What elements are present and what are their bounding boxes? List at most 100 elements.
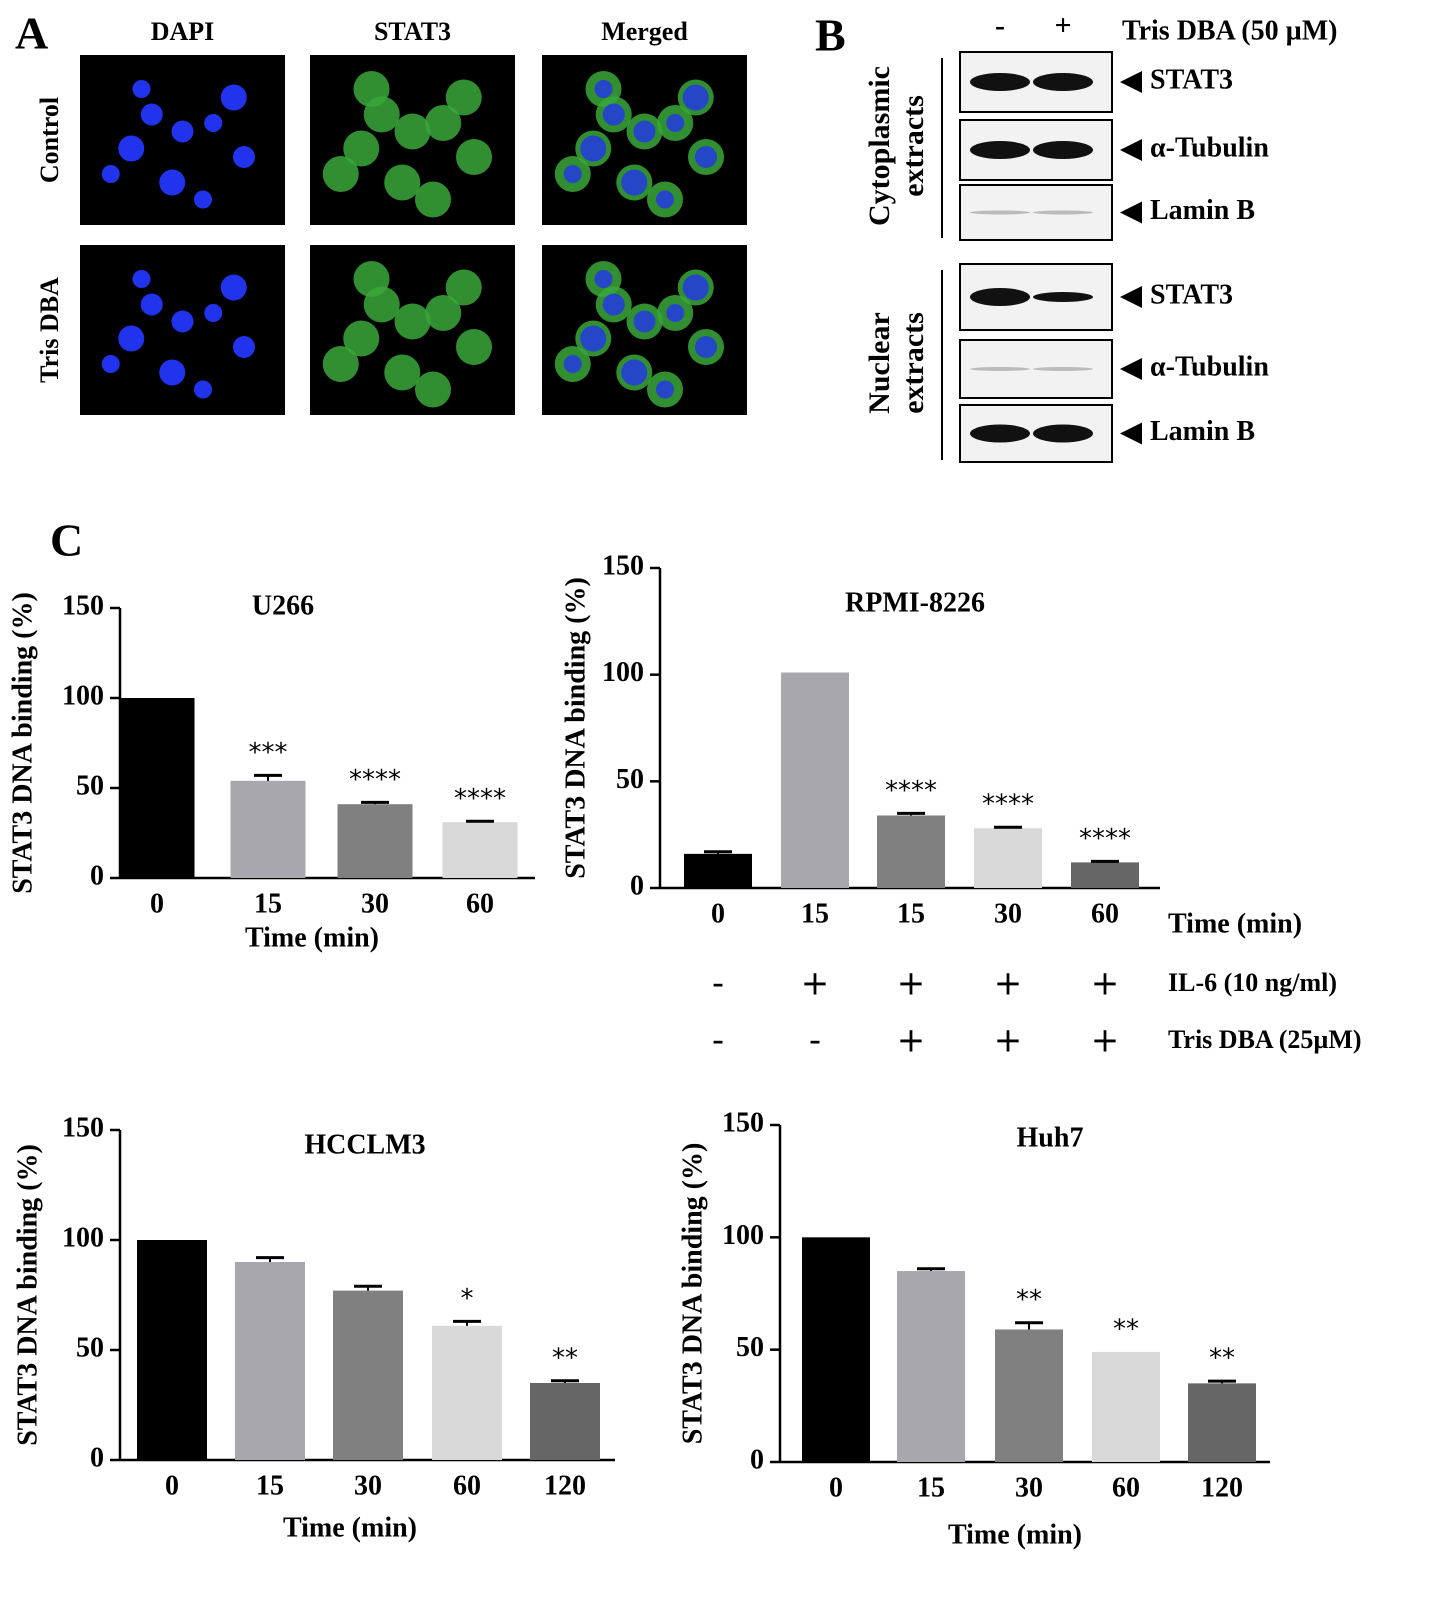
x-tick-label: 15 bbox=[897, 898, 925, 929]
cell bbox=[445, 79, 482, 116]
x-tick-label: 120 bbox=[544, 1470, 586, 1501]
band bbox=[970, 424, 1030, 443]
chart-title: Huh7 bbox=[1017, 1122, 1084, 1153]
band bbox=[1033, 292, 1093, 302]
nucleus bbox=[140, 293, 163, 316]
x-tick-label: 0 bbox=[150, 888, 164, 919]
nucleus bbox=[580, 325, 607, 352]
y-tick-label: 150 bbox=[62, 1112, 104, 1143]
cell bbox=[394, 303, 431, 340]
arrowhead bbox=[1120, 422, 1142, 445]
cell bbox=[384, 164, 421, 201]
y-tick-label: 50 bbox=[76, 1332, 104, 1363]
significance: **** bbox=[982, 790, 1034, 820]
nucleus bbox=[656, 380, 674, 399]
y-tick-label: 100 bbox=[62, 1222, 104, 1253]
group-label: extracts bbox=[897, 95, 930, 197]
condition-sign: + bbox=[994, 964, 1023, 1004]
nucleus bbox=[656, 190, 674, 209]
nucleus bbox=[563, 165, 582, 183]
cell bbox=[456, 329, 492, 365]
bar bbox=[802, 1237, 870, 1462]
x-axis-label: Time (min) bbox=[948, 1519, 1082, 1550]
arrowhead bbox=[1120, 139, 1142, 161]
cell bbox=[415, 371, 451, 408]
condition-sign: - bbox=[712, 964, 724, 1004]
x-tick-label: 30 bbox=[994, 898, 1022, 929]
arrowhead bbox=[1120, 71, 1142, 93]
x-tick-label: 30 bbox=[1015, 1472, 1043, 1503]
chart-title: RPMI-8226 bbox=[845, 587, 985, 618]
band bbox=[970, 367, 1030, 371]
cell bbox=[394, 113, 431, 150]
cell bbox=[322, 346, 359, 382]
nucleus bbox=[171, 120, 194, 143]
x-tick-label: 120 bbox=[1201, 1472, 1243, 1503]
band bbox=[1033, 141, 1093, 159]
group-label: Nuclear bbox=[863, 312, 896, 414]
x-tick-label: 0 bbox=[829, 1472, 843, 1503]
arrowhead bbox=[1120, 286, 1142, 308]
bar bbox=[781, 672, 849, 888]
treatment-label: Tris DBA (50 µM) bbox=[1122, 15, 1337, 46]
bar bbox=[337, 804, 413, 878]
nucleus bbox=[220, 84, 247, 111]
y-tick-label: 0 bbox=[90, 860, 104, 891]
band bbox=[1033, 210, 1093, 215]
nucleus bbox=[118, 135, 145, 162]
y-tick-label: 50 bbox=[76, 770, 104, 801]
nucleus bbox=[132, 80, 151, 98]
nucleus bbox=[682, 84, 709, 111]
condition-label: Tris DBA (25µM) bbox=[1168, 1025, 1362, 1054]
nucleus bbox=[159, 169, 186, 196]
condition-sign: + bbox=[801, 964, 830, 1004]
y-tick-label: 150 bbox=[62, 590, 104, 621]
y-axis-label: STAT3 DNA binding (%) bbox=[677, 1143, 708, 1445]
cell bbox=[415, 181, 451, 218]
y-tick-label: 100 bbox=[62, 680, 104, 711]
x-tick-label: 15 bbox=[801, 898, 829, 929]
bar bbox=[684, 853, 752, 888]
cell bbox=[363, 286, 400, 323]
nucleus bbox=[695, 336, 717, 358]
cell bbox=[363, 96, 400, 133]
nucleus bbox=[204, 304, 223, 322]
significance: **** bbox=[1079, 824, 1131, 854]
y-tick-label: 0 bbox=[630, 870, 644, 901]
band bbox=[970, 210, 1030, 215]
x-axis-label: Time (min) bbox=[283, 1512, 417, 1543]
column-label: DAPI bbox=[151, 17, 215, 46]
y-axis-label: STAT3 DNA binding (%) bbox=[7, 592, 38, 894]
bar bbox=[1071, 862, 1139, 888]
band-label: α-Tubulin bbox=[1150, 351, 1269, 382]
band-label: STAT3 bbox=[1150, 279, 1233, 310]
y-tick-label: 0 bbox=[750, 1444, 764, 1475]
band bbox=[1033, 424, 1093, 443]
nucleus bbox=[233, 336, 255, 358]
bar bbox=[442, 822, 518, 878]
nucleus bbox=[580, 135, 607, 162]
cell bbox=[425, 295, 462, 331]
bar bbox=[119, 698, 195, 878]
panel-label: B bbox=[815, 10, 846, 61]
arrowhead bbox=[1120, 358, 1142, 380]
panel-label: A bbox=[15, 8, 48, 59]
y-tick-label: 50 bbox=[616, 764, 644, 795]
y-tick-label: 50 bbox=[736, 1332, 764, 1363]
nucleus bbox=[682, 274, 709, 301]
nucleus bbox=[563, 355, 582, 373]
y-tick-label: 0 bbox=[90, 1442, 104, 1473]
arrowhead bbox=[1120, 201, 1142, 224]
row-label: Tris DBA bbox=[35, 277, 64, 383]
y-tick-label: 100 bbox=[602, 657, 644, 688]
bar bbox=[333, 1290, 403, 1460]
bar bbox=[432, 1325, 502, 1460]
significance: ** bbox=[1113, 1314, 1139, 1344]
x-tick-label: 15 bbox=[256, 1470, 284, 1501]
cell bbox=[343, 130, 380, 167]
nucleus bbox=[132, 270, 151, 288]
x-tick-label: 60 bbox=[1091, 898, 1119, 929]
band bbox=[1033, 73, 1093, 91]
cell bbox=[384, 354, 421, 391]
